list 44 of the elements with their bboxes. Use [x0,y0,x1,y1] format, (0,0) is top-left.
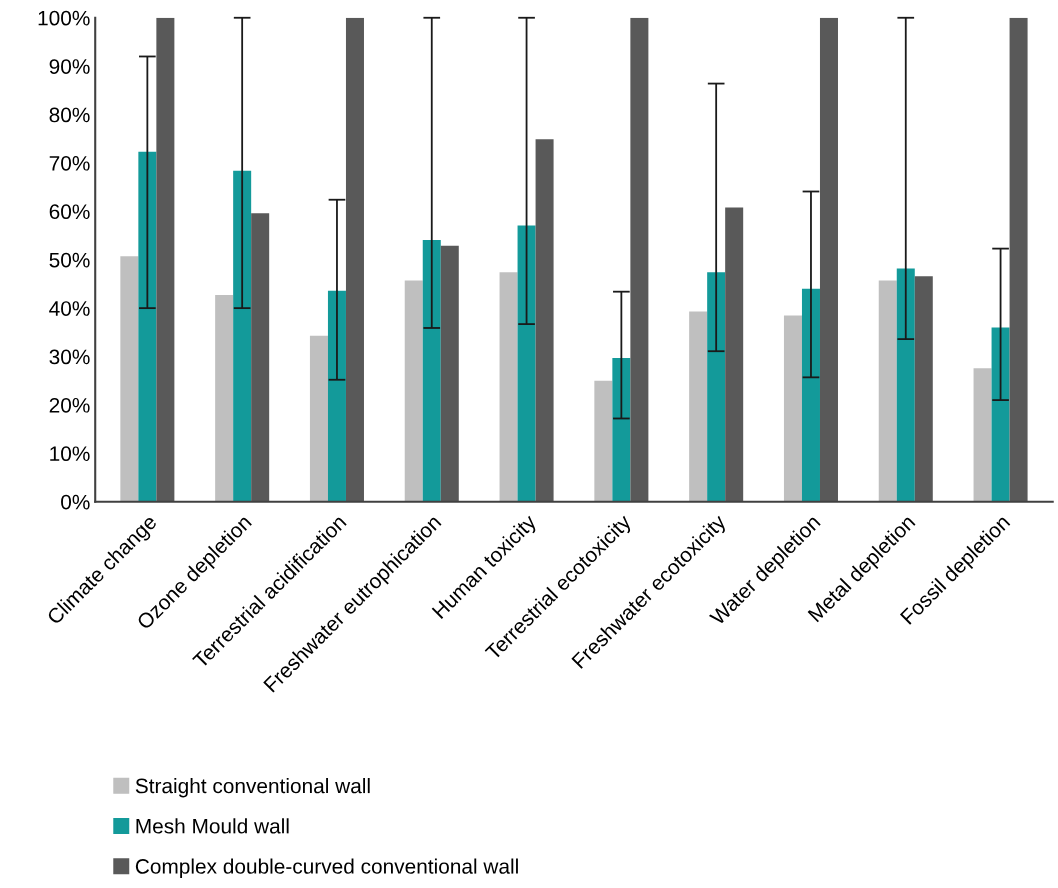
y-tick-label: 50% [49,252,90,268]
bar [896,268,915,502]
bar [327,290,346,502]
bar [689,311,708,502]
y-tick-label: 40% [49,301,90,316]
bar [138,151,157,502]
y-tick-label: 80% [49,107,90,123]
bar [801,288,820,502]
bar [251,213,270,502]
bar [440,245,459,502]
y-tick-label: 0% [61,494,90,510]
y-tick-label: 100% [38,10,90,26]
bar [1009,17,1028,502]
bar [707,272,726,502]
y-tick-label: 10% [50,446,90,462]
bar [973,368,992,502]
bar [233,170,252,502]
bar [783,315,802,502]
legend-label: Complex double-curved conventional wall [135,858,518,878]
bar [612,357,631,502]
bar [156,17,175,502]
bar [422,239,441,502]
bar [991,327,1010,502]
bar [404,280,423,502]
bar [630,17,649,502]
y-tick-label: 70% [49,155,90,171]
bar [914,276,933,502]
bar [120,256,139,502]
bar [345,17,364,502]
y-tick-label: 20% [49,397,90,413]
bar [499,272,518,502]
y-tick-label: 30% [49,349,90,365]
bar [535,139,554,502]
legend-label: Straight conventional wall [135,777,370,798]
legend-label: Mesh Mould wall [136,818,289,834]
bar [215,295,234,502]
bar [878,280,897,502]
bar [594,380,613,502]
bar [517,225,536,502]
bar [819,17,838,502]
bar [725,207,744,502]
y-tick-label: 90% [49,59,90,74]
bar [309,335,328,502]
y-tick-label: 60% [49,204,90,220]
